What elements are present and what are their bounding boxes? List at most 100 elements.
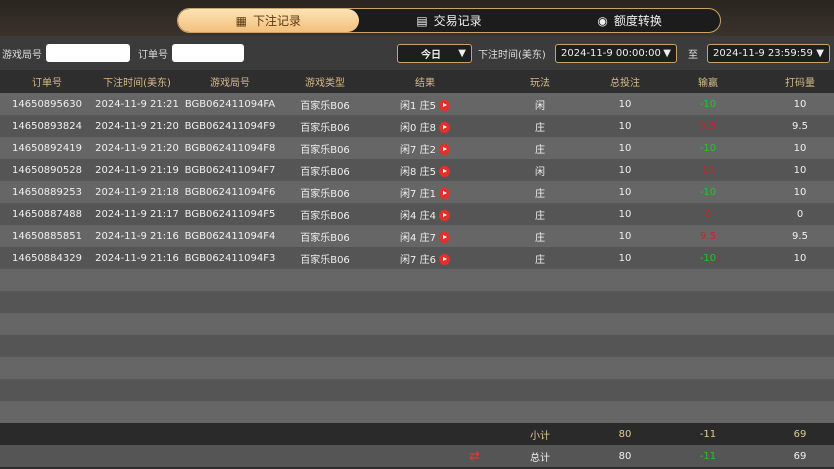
table-row[interactable]: 14650889253 2024-11-9 21:18 BGB062411094F6… [0, 181, 834, 203]
bet-time-cell: 2024-11-9 21:16 [94, 225, 180, 247]
bet-time-cell: 2024-11-9 21:19 [94, 159, 180, 181]
play-video-icon[interactable] [438, 144, 450, 155]
play-video-icon[interactable] [438, 122, 450, 133]
game-round-cell: BGB062411094F9 [180, 115, 280, 137]
table-row[interactable]: 14650885851 2024-11-9 21:16 BGB062411094F4… [0, 225, 834, 247]
total-bet-cell: 10 [600, 115, 650, 137]
game-round: BGB062411094F8 [184, 142, 276, 154]
order-id-cell: 14650885851 [0, 225, 94, 247]
total-row: ⇄ 总计 80 -11 69 [0, 445, 834, 467]
total-bet-cell: 10 [600, 203, 650, 225]
result-cell: 闲4 庄4 [370, 203, 480, 225]
filter-bar: 游戏局号 订单号 今日 ▼ 下注时间(美东) 2024-11-9 00:00:00… [0, 36, 834, 70]
game-type-cell: 百家乐B06 [280, 137, 370, 159]
total-bet: 10 [618, 142, 632, 154]
table-row[interactable]: 14650895630 2024-11-9 21:21 BGB062411094FA… [0, 93, 834, 115]
play-video-icon[interactable] [438, 100, 450, 111]
total-label: 总计 [480, 445, 600, 467]
tab-credit-transfer[interactable]: ◉ 额度转换 [597, 13, 662, 29]
subtotal-winloss: -11 [650, 423, 766, 445]
table-row[interactable]: 14650893824 2024-11-9 21:20 BGB062411094F9… [0, 115, 834, 137]
bet-time-cell: 2024-11-9 21:18 [94, 181, 180, 203]
total-bet-cell: 10 [600, 181, 650, 203]
turnover-cell: 10 [766, 159, 834, 181]
play-video-icon[interactable] [438, 188, 450, 199]
table-row[interactable]: 14650884329 2024-11-9 21:16 BGB062411094F3… [0, 247, 834, 269]
play-video-icon[interactable] [438, 232, 450, 243]
game-round-input[interactable] [46, 44, 130, 62]
play-video-icon[interactable] [438, 166, 450, 177]
win-loss: -10 [699, 252, 717, 264]
column-header: 结果 [370, 70, 480, 93]
bet-time-cell: 2024-11-9 21:16 [94, 247, 180, 269]
bet-time: 2024-11-9 21:19 [95, 164, 179, 176]
empty-row [0, 357, 834, 379]
game-type-cell: 百家乐B06 [280, 159, 370, 181]
game-type: 百家乐B06 [300, 122, 350, 134]
tab-transaction-record[interactable]: ▤ 交易记录 [416, 13, 482, 29]
transaction-icon: ▤ [416, 13, 428, 28]
win-loss-cell: 10 [650, 159, 766, 181]
game-round-cell: BGB062411094FA [180, 93, 280, 115]
subtotal-row: 小计 80 -11 69 [0, 423, 834, 445]
start-time-select[interactable]: 2024-11-9 00:00:00 ▼ [555, 43, 677, 63]
chevron-down-icon: ▼ [663, 47, 671, 59]
table-row[interactable]: 14650892419 2024-11-9 21:20 BGB062411094F8… [0, 137, 834, 159]
column-header: 订单号 [0, 70, 94, 93]
bet-time: 2024-11-9 21:20 [95, 142, 179, 154]
top-bar: ▦ 下注记录 ▤ 交易记录 ◉ 额度转换 [0, 0, 834, 36]
empty-row [0, 313, 834, 335]
game-type: 百家乐B06 [300, 188, 350, 200]
turnover-cell: 10 [766, 181, 834, 203]
game-round: BGB062411094F4 [184, 230, 276, 242]
bet-time: 2024-11-9 21:17 [95, 208, 179, 220]
bet-time: 2024-11-9 21:20 [95, 120, 179, 132]
bet-type-cell: 庄 [480, 225, 600, 247]
game-type: 百家乐B06 [300, 232, 350, 244]
game-round-cell: BGB062411094F6 [180, 181, 280, 203]
game-type-cell: 百家乐B06 [280, 247, 370, 269]
order-id: 14650890528 [12, 164, 82, 176]
total-bet: 10 [618, 252, 632, 264]
bet-time: 2024-11-9 21:16 [95, 252, 179, 264]
tab-bet-record[interactable]: ▦ 下注记录 [178, 9, 359, 32]
turnover-cell: 9.5 [766, 115, 834, 137]
game-round: BGB062411094FA [184, 98, 276, 110]
game-type: 百家乐B06 [300, 144, 350, 156]
result: 闲7 庄1 [400, 188, 436, 200]
result: 闲0 庄8 [400, 122, 436, 134]
win-loss-cell: -10 [650, 181, 766, 203]
bet-type: 闲 [535, 166, 545, 178]
table-row[interactable]: 14650887488 2024-11-9 21:17 BGB062411094F5… [0, 203, 834, 225]
empty-row [0, 335, 834, 357]
game-round: BGB062411094F3 [184, 252, 276, 264]
game-round-cell: BGB062411094F5 [180, 203, 280, 225]
refresh-icon[interactable]: ⇄ [469, 448, 480, 464]
order-input[interactable] [172, 44, 244, 62]
table-header: 订单号 下注时间(美东) 游戏局号 游戏类型 结果 玩法 总投注 输赢 打码量 [0, 70, 834, 93]
result-cell: 闲1 庄5 [370, 93, 480, 115]
order-id-cell: 14650895630 [0, 93, 94, 115]
total-bet: 80 [600, 445, 650, 467]
result: 闲4 庄4 [400, 210, 436, 222]
game-round-label: 游戏局号 [2, 49, 42, 61]
column-header: 输赢 [650, 70, 766, 93]
play-video-icon[interactable] [438, 210, 450, 221]
result-cell: 闲8 庄5 [370, 159, 480, 181]
tab-bar: ▦ 下注记录 ▤ 交易记录 ◉ 额度转换 [177, 8, 721, 33]
result-cell: 闲7 庄2 [370, 137, 480, 159]
result-cell: 闲0 庄8 [370, 115, 480, 137]
turnover: 9.5 [792, 230, 808, 242]
to-label: 至 [688, 49, 698, 61]
turnover: 10 [793, 164, 807, 176]
win-loss: -10 [699, 142, 717, 154]
bet-type-cell: 庄 [480, 137, 600, 159]
game-round: BGB062411094F6 [184, 186, 276, 198]
end-time-select[interactable]: 2024-11-9 23:59:59 ▼ [707, 43, 830, 63]
table-row[interactable]: 14650890528 2024-11-9 21:19 BGB062411094F7… [0, 159, 834, 181]
total-bet: 10 [618, 208, 632, 220]
period-select[interactable]: 今日 ▼ [397, 43, 472, 63]
game-type-cell: 百家乐B06 [280, 115, 370, 137]
game-type: 百家乐B06 [300, 210, 350, 222]
play-video-icon[interactable] [438, 254, 450, 265]
